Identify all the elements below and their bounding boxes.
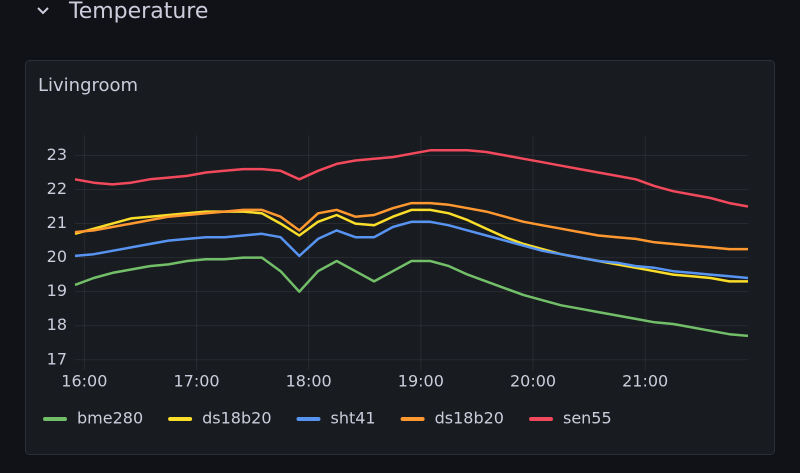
collapse-chevron[interactable] xyxy=(37,7,49,15)
legend-label[interactable]: sht41 xyxy=(331,409,376,428)
y-tick-label: 20 xyxy=(47,247,67,266)
legend-label[interactable]: bme280 xyxy=(77,409,143,428)
y-tick-label: 17 xyxy=(47,349,67,368)
legend: bme280 ds18b20 sht41 ds18b20 sen55 xyxy=(43,409,612,428)
x-tick-label: 21:00 xyxy=(622,372,668,391)
panel xyxy=(25,60,775,455)
y-tick-label: 21 xyxy=(47,213,67,232)
x-tick-label: 19:00 xyxy=(398,372,444,391)
series-line xyxy=(74,201,748,251)
x-tick-label: 17:00 xyxy=(173,372,219,391)
legend-label[interactable]: sen55 xyxy=(563,409,612,428)
y-tick-label: 22 xyxy=(47,179,67,198)
row-title[interactable]: Temperature xyxy=(68,0,208,24)
plot-area: 17 18 19 20 21 22 23 16:00 17:00 18:00 19:00 20:00 2… xyxy=(47,135,749,391)
series-line xyxy=(74,208,748,283)
legend-label[interactable]: ds18b20 xyxy=(202,409,271,428)
y-tick-label: 19 xyxy=(47,281,67,300)
legend-label[interactable]: ds18b20 xyxy=(435,409,504,428)
panel-title[interactable]: Livingroom xyxy=(38,75,138,96)
x-tick-label: 18:00 xyxy=(286,372,332,391)
series-line xyxy=(74,256,749,338)
series-line xyxy=(74,149,749,208)
series-line xyxy=(74,220,749,280)
y-tick-label: 23 xyxy=(47,145,67,164)
x-tick-label: 16:00 xyxy=(61,372,107,391)
y-tick-label: 18 xyxy=(47,315,67,334)
x-tick-label: 20:00 xyxy=(510,372,556,391)
